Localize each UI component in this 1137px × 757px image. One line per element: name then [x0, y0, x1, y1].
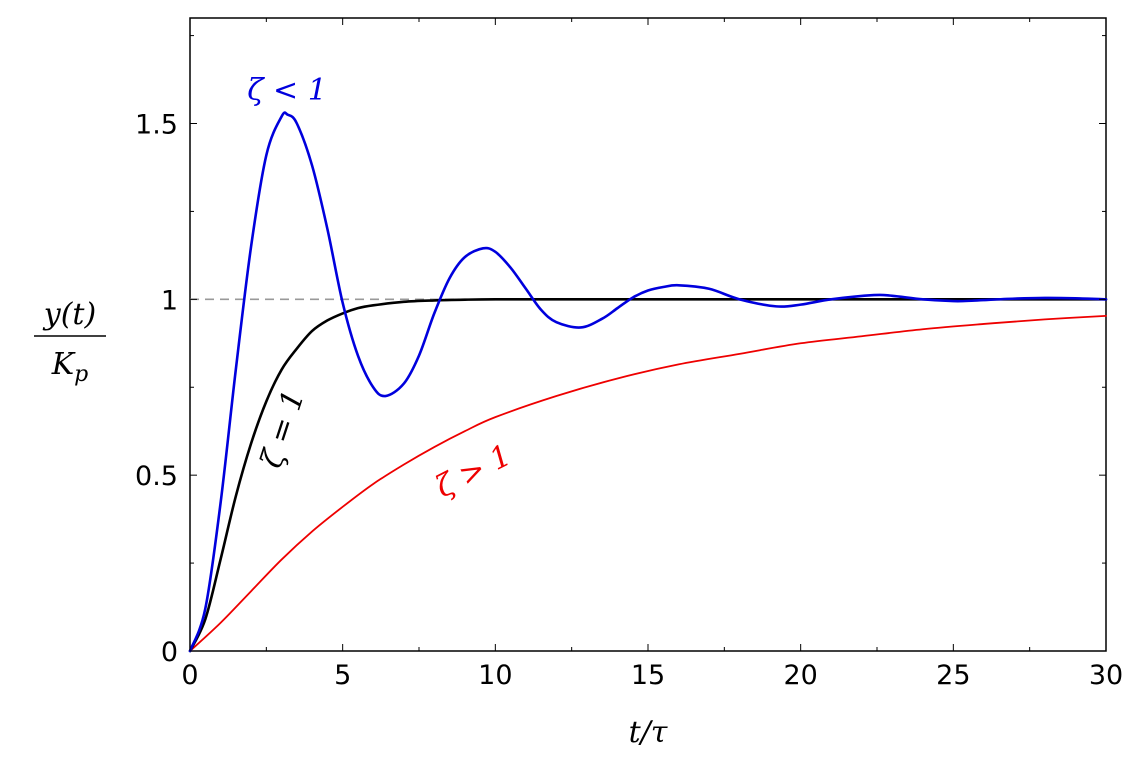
annotation-underdamped: ζ < 1: [247, 73, 327, 108]
y-tick-label: 0.5: [135, 461, 178, 492]
series-line-overdamped: [189, 314, 1107, 652]
annotation-critical: ζ = 1: [254, 386, 312, 472]
x-tick-label: 25: [936, 660, 970, 691]
y-axis-title-numerator: y(t): [42, 297, 96, 332]
x-tick-label: 20: [783, 660, 817, 691]
tick-layer: 0 5 10 15 20 25 30 0 0.5 1 1.5: [135, 18, 1123, 691]
x-axis-title: t/τ: [629, 715, 668, 750]
y-axis-title: y(t) Kp: [34, 297, 106, 387]
x-tick-label: 30: [1089, 660, 1123, 691]
x-tick-label: 0: [181, 660, 198, 691]
series-line-underdamped: [188, 111, 1108, 653]
series-line-critical: [188, 298, 1108, 653]
x-tick-label: 15: [631, 660, 665, 691]
series-layer: [188, 111, 1108, 653]
x-tick-label: 10: [478, 660, 512, 691]
y-tick-label: 1.5: [135, 110, 178, 141]
y-tick-label: 1: [161, 285, 178, 316]
x-tick-label: 5: [334, 660, 351, 691]
y-axis-title-denominator: Kp: [51, 347, 89, 387]
annotation-overdamped: ζ > 1: [430, 438, 517, 505]
y-tick-label: 0: [161, 637, 178, 668]
plot-area-frame: [189, 17, 1107, 652]
